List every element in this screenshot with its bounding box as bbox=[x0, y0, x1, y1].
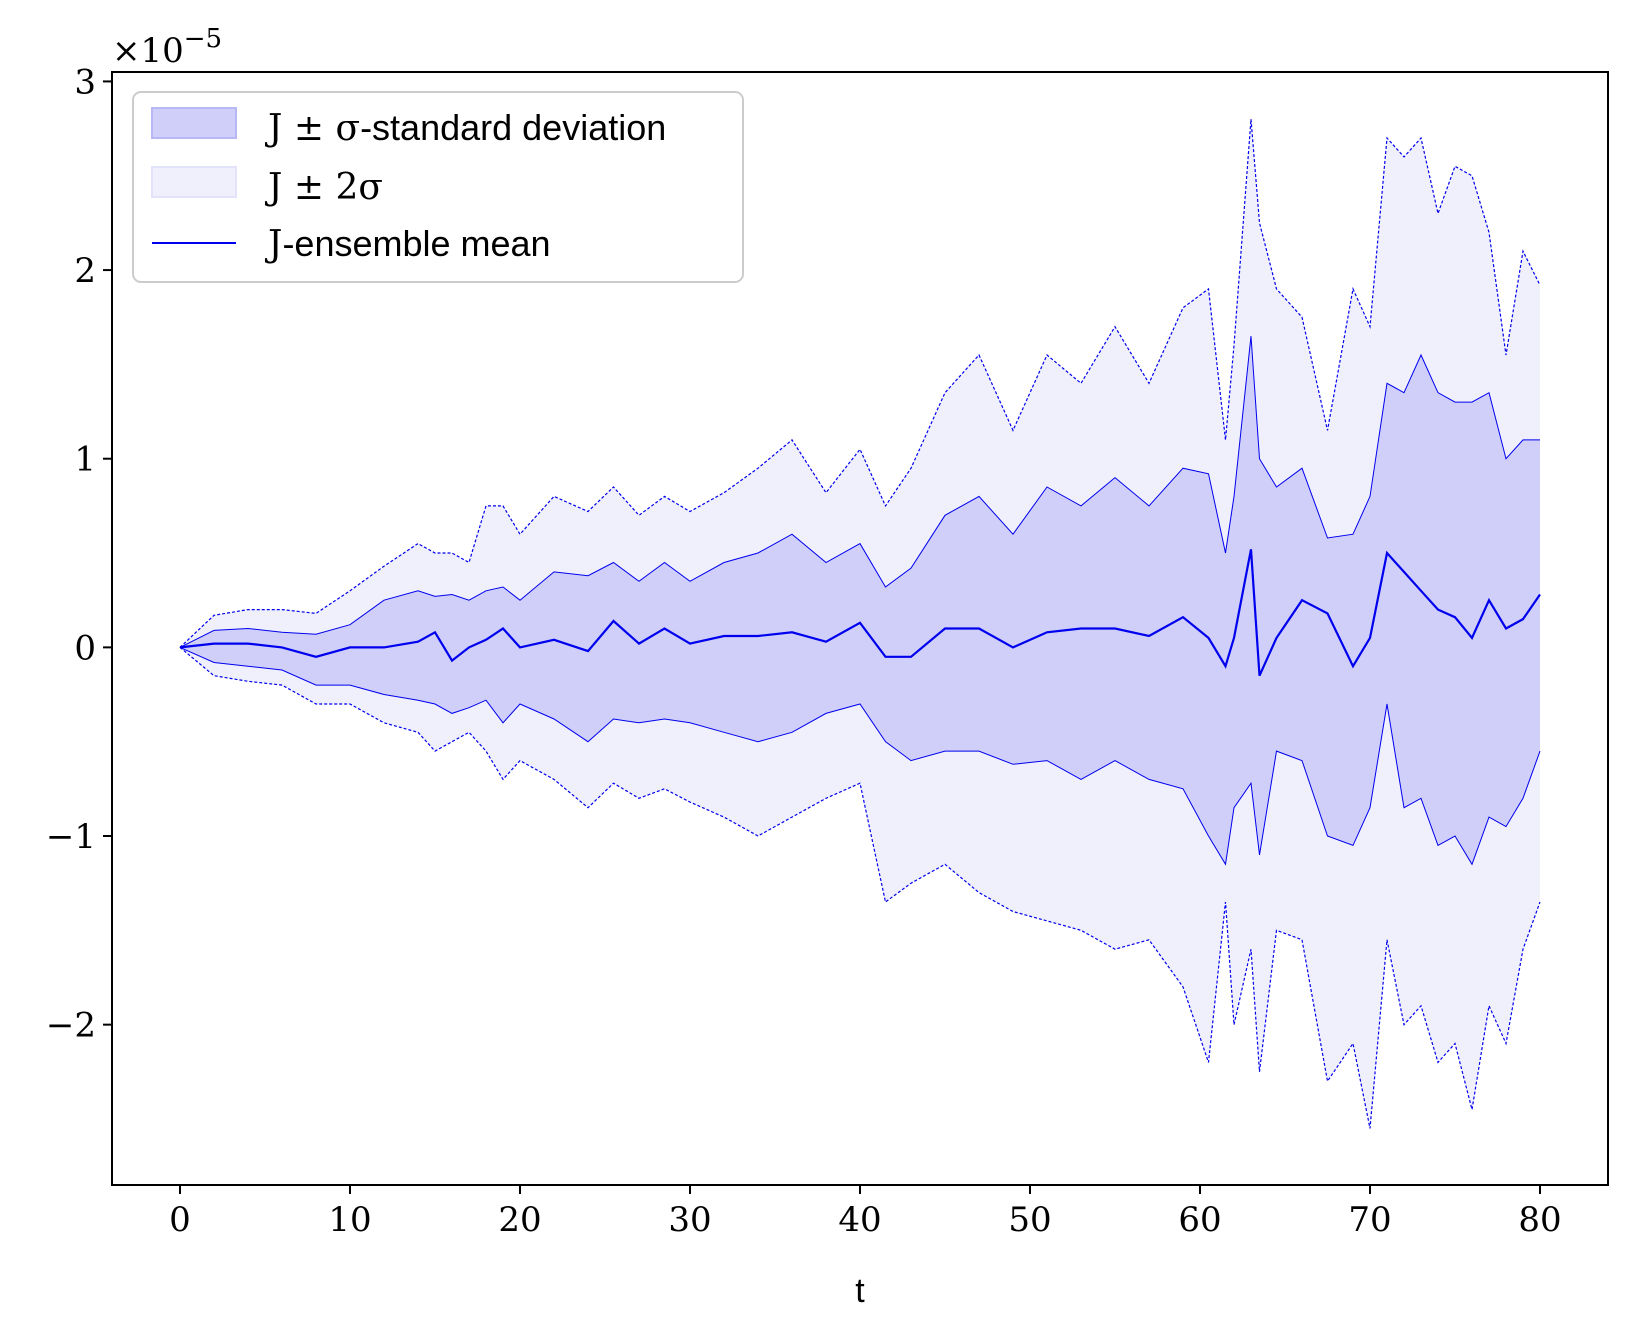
legend-label-2sigma: J ± 2σ bbox=[264, 167, 383, 208]
y-axis-ticks: −2 −1 0 1 2 3 bbox=[46, 62, 112, 1046]
upper-1sigma-line bbox=[179, 336, 1540, 648]
y-tick-label: 3 bbox=[74, 62, 96, 102]
x-tick-label: 40 bbox=[838, 1200, 881, 1240]
legend-label-1sigma-math: J ± σ bbox=[264, 108, 360, 149]
x-axis-ticks: 0 10 20 30 40 50 60 70 80 bbox=[169, 1185, 1562, 1240]
x-tick-label: 50 bbox=[1008, 1200, 1051, 1240]
legend-label-mean-math: J bbox=[264, 224, 282, 265]
y-axis-multiplier-exponent: −5 bbox=[184, 24, 222, 54]
lower-1sigma-line bbox=[179, 646, 1541, 866]
y-axis-multiplier-base: ×10 bbox=[112, 31, 184, 71]
legend-label-1sigma-text: -standard deviation bbox=[360, 107, 666, 148]
x-tick-label: 60 bbox=[1178, 1200, 1221, 1240]
legend: J ± σ-standard deviation J ± 2σ J-ensemb… bbox=[132, 91, 744, 283]
y-tick-label: 2 bbox=[74, 251, 96, 291]
x-tick-label: 10 bbox=[328, 1200, 371, 1240]
x-tick-label: 30 bbox=[668, 1200, 711, 1240]
legend-swatch-2sigma bbox=[151, 166, 237, 198]
plot-area bbox=[179, 119, 1541, 1129]
x-axis-label: t bbox=[855, 1272, 865, 1310]
y-axis-multiplier: ×10−5 bbox=[112, 24, 222, 71]
mean-line bbox=[179, 549, 1541, 677]
band-1sigma bbox=[180, 336, 1540, 865]
legend-swatch-1sigma bbox=[151, 107, 237, 139]
legend-label-1sigma: J ± σ-standard deviation bbox=[264, 107, 666, 149]
upper-2sigma-line bbox=[179, 119, 1541, 648]
lower-2sigma-line bbox=[179, 646, 1541, 1129]
x-tick-label: 20 bbox=[498, 1200, 541, 1240]
y-tick-label: −2 bbox=[46, 1006, 96, 1046]
x-tick-label: 0 bbox=[169, 1200, 191, 1240]
x-tick-label: 80 bbox=[1518, 1200, 1561, 1240]
y-tick-label: 1 bbox=[74, 440, 96, 480]
x-tick-label: 70 bbox=[1348, 1200, 1391, 1240]
legend-box bbox=[132, 91, 744, 283]
legend-label-2sigma-math: J ± 2σ bbox=[264, 167, 383, 208]
legend-label-mean-text: -ensemble mean bbox=[282, 223, 550, 264]
y-tick-label: −1 bbox=[46, 817, 96, 857]
y-tick-label: 0 bbox=[74, 628, 96, 668]
legend-label-mean: J-ensemble mean bbox=[264, 223, 551, 265]
